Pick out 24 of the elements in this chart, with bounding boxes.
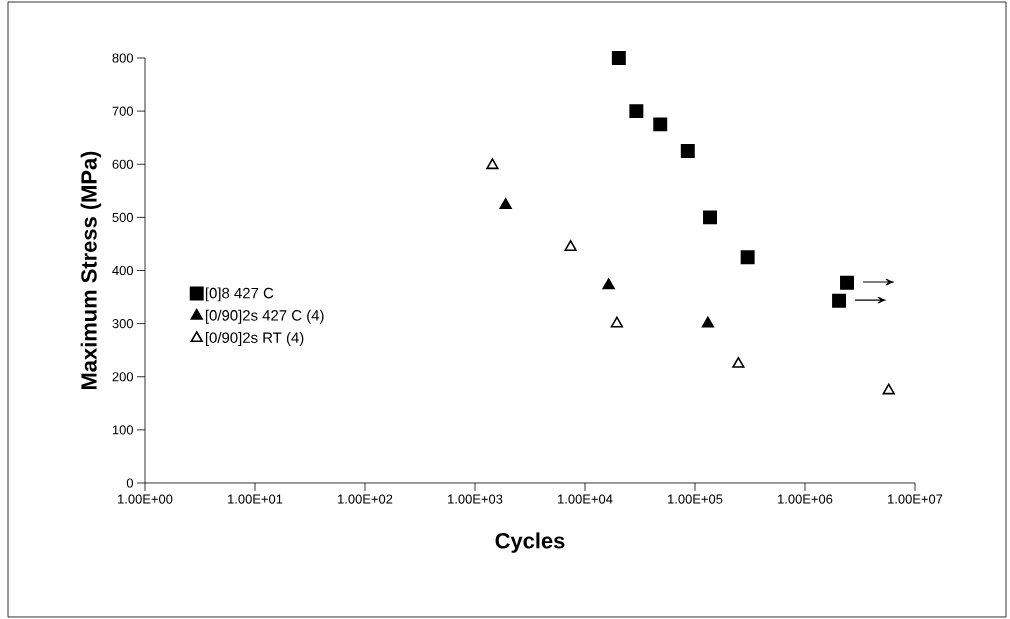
x-tick-label: 1.00E+02 (338, 494, 393, 504)
x-tick-label: 1.00E+01 (228, 494, 283, 504)
y-tick-label: 500 (112, 212, 134, 222)
legend-label: [0/90]2s 427 C (4) (205, 309, 324, 324)
y-tick-label: 800 (112, 53, 134, 63)
y-tick-label: 700 (112, 106, 134, 116)
annotation: → (862, 278, 895, 286)
y-tick-label: 400 (112, 265, 134, 276)
y-tick-label: 300 (112, 319, 134, 329)
x-tick-label: 1.00E+03 (448, 494, 503, 504)
x-tick-label: 1.00E+00 (118, 494, 173, 504)
y-tick-label: 200 (112, 372, 134, 382)
y-tick-label: 100 (112, 425, 134, 435)
x-axis-title: Cycles (495, 532, 565, 553)
x-tick-label: 1.00E+04 (558, 494, 613, 504)
x-tick-label: 1.00E+06 (778, 494, 833, 504)
y-axis-title: Maximum Stress (MPa) (80, 151, 102, 389)
x-tick-label: 1.00E+07 (888, 494, 943, 504)
annotation: → (854, 297, 887, 304)
legend-label: [0/90]2s RT (4) (205, 331, 304, 346)
y-tick-label: 600 (112, 159, 134, 169)
y-tick-label: 0 (126, 478, 134, 488)
legend-label: [0]8 427 C (205, 287, 274, 302)
x-tick-label: 1.00E+05 (668, 494, 723, 504)
